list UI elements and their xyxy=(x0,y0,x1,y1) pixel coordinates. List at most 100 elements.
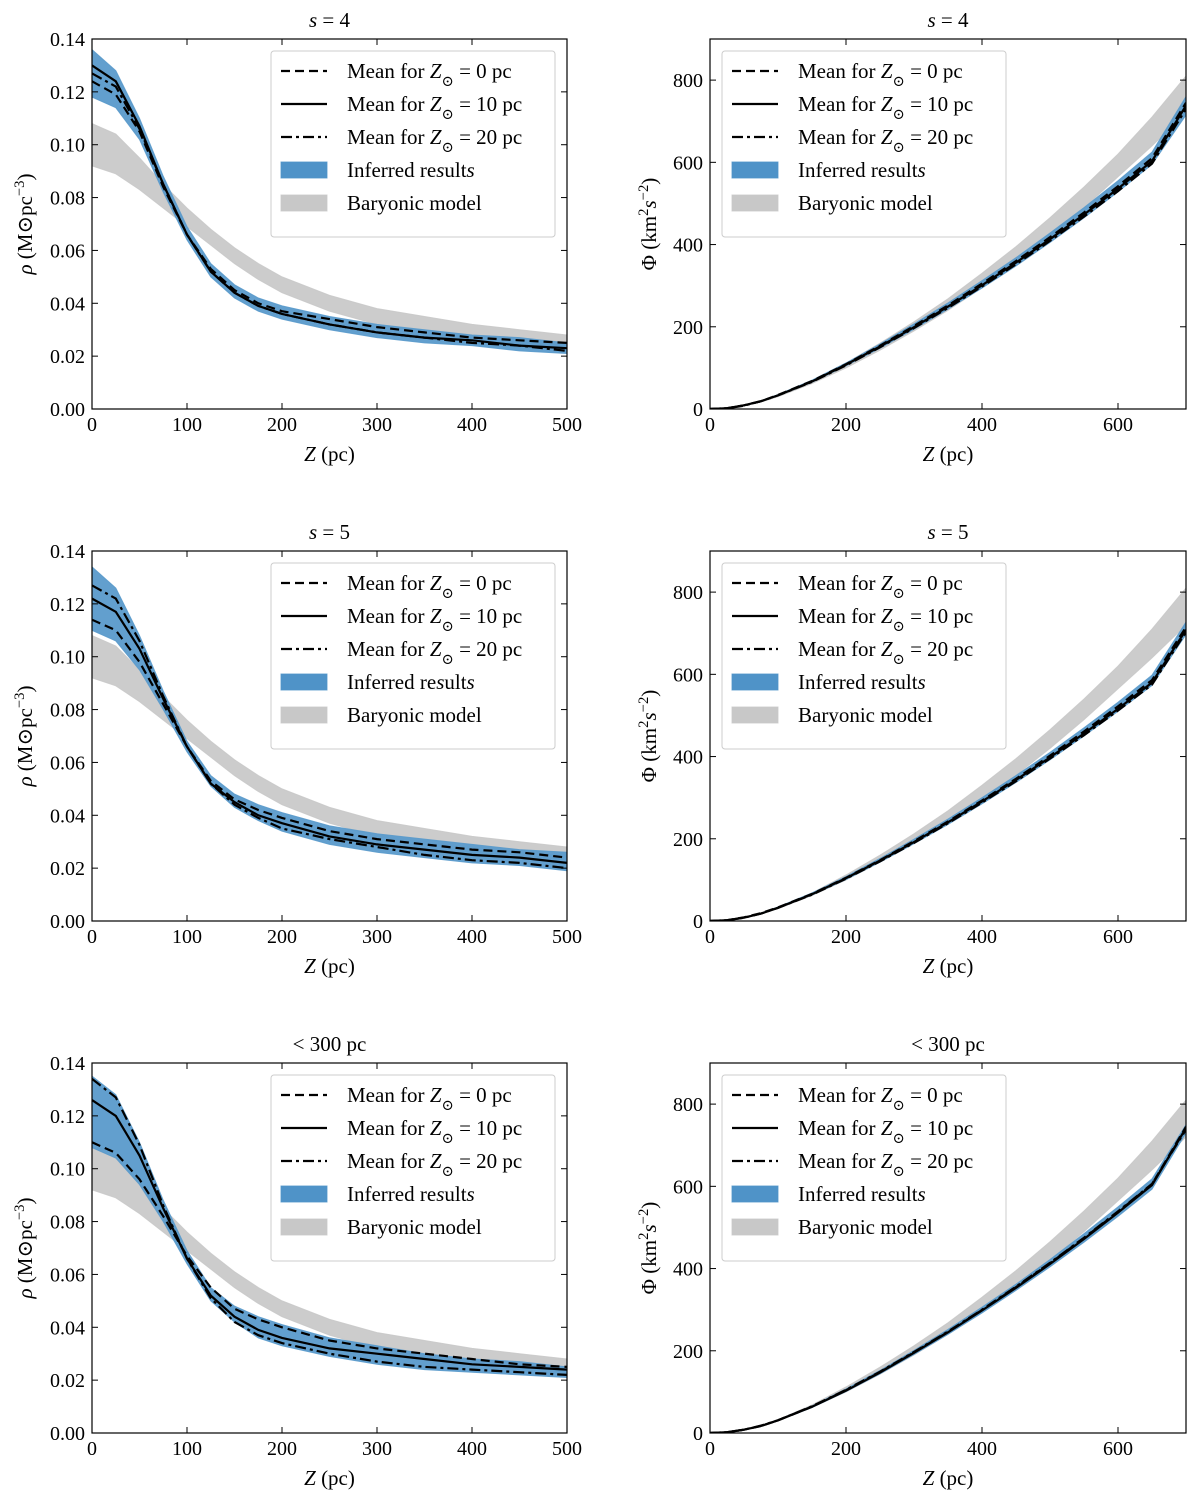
legend-label-z20: Mean for Z⊙ = 20 pc xyxy=(798,637,973,668)
x-tick-label: 600 xyxy=(1103,1438,1133,1460)
y-axis-label: Φ (km2s−2) xyxy=(636,178,661,271)
panel-0-1: 0 200 400 600 0 200 400 600 800 s = 4 Z (pc) Φ (km2… xyxy=(636,8,1187,466)
x-tick-label: 400 xyxy=(967,1438,997,1460)
x-tick-label: 300 xyxy=(362,1438,392,1460)
panel-title: s = 4 xyxy=(927,8,969,32)
x-tick-label: 300 xyxy=(362,414,392,436)
x-tick-label: 200 xyxy=(831,1438,861,1460)
legend-label-baryonic: Baryonic model xyxy=(798,703,933,727)
legend-label-baryonic: Baryonic model xyxy=(347,191,482,215)
y-axis-label: ρ (M⊙pc−3) xyxy=(12,173,37,275)
x-tick-label: 0 xyxy=(705,414,715,436)
y-tick-label: 0.10 xyxy=(50,135,85,157)
legend-label-z20: Mean for Z⊙ = 20 pc xyxy=(798,1149,973,1180)
x-tick-label: 400 xyxy=(967,926,997,948)
x-tick-label: 400 xyxy=(457,926,487,948)
y-tick-label: 0 xyxy=(693,1423,703,1445)
series-line-z0 xyxy=(92,618,567,859)
y-tick-label: 800 xyxy=(673,582,703,604)
legend-label-z20: Mean for Z⊙ = 20 pc xyxy=(798,125,973,156)
legend-label-inferred: Inferred results xyxy=(798,1182,926,1206)
legend-box xyxy=(721,50,1007,238)
legend-label-z0: Mean for Z⊙ = 0 pc xyxy=(347,571,512,602)
axes-frame xyxy=(709,1062,1187,1434)
panel-2-0: 0 100 200 300 400 500 0.00 0.02 0.04 0.06 0.08 0.10… xyxy=(12,1032,582,1490)
x-tick-label: 500 xyxy=(552,414,582,436)
series-line-z0 xyxy=(92,1141,567,1368)
legend-swatch-baryonic xyxy=(280,194,328,212)
x-tick-label: 400 xyxy=(457,1438,487,1460)
y-tick-label: 0.10 xyxy=(50,647,85,669)
legend-label-baryonic: Baryonic model xyxy=(347,1215,482,1239)
y-tick-label: 200 xyxy=(673,1341,703,1363)
y-tick-label: 400 xyxy=(673,747,703,769)
panel-title: < 300 pc xyxy=(293,1032,367,1056)
legend-swatch-inferred xyxy=(280,673,328,691)
y-tick-label: 0 xyxy=(693,399,703,421)
axes-frame xyxy=(91,38,568,410)
y-tick-label: 0.14 xyxy=(50,541,85,563)
panel-title: s = 5 xyxy=(927,520,968,544)
x-tick-label: 0 xyxy=(87,926,97,948)
plot-area xyxy=(92,1075,567,1379)
plot-area xyxy=(92,48,567,355)
x-tick-label: 300 xyxy=(362,926,392,948)
plot-area xyxy=(710,75,1186,409)
y-tick-label: 600 xyxy=(673,152,703,174)
x-tick-label: 400 xyxy=(457,414,487,436)
panel-title: < 300 pc xyxy=(911,1032,985,1056)
y-tick-label: 600 xyxy=(673,664,703,686)
inferred-band xyxy=(92,566,567,872)
legend-label-baryonic: Baryonic model xyxy=(798,191,933,215)
legend-label-z10: Mean for Z⊙ = 10 pc xyxy=(347,92,522,123)
legend-swatch-baryonic xyxy=(731,706,779,724)
legend-label-z20: Mean for Z⊙ = 20 pc xyxy=(347,125,522,156)
legend-swatch-inferred xyxy=(731,1185,779,1203)
series-line-z20 xyxy=(92,584,567,870)
y-axis-label: Φ (km2s−2) xyxy=(636,1202,661,1295)
legend-swatch-baryonic xyxy=(731,1218,779,1236)
y-tick-label: 0.10 xyxy=(50,1159,85,1181)
legend-label-baryonic: Baryonic model xyxy=(798,1215,933,1239)
y-tick-label: 0.02 xyxy=(50,858,85,880)
plot-area xyxy=(710,1099,1186,1433)
panel-0-0: 0 100 200 300 400 500 0.00 0.02 0.04 0.06 0.08 0.10… xyxy=(12,8,582,466)
y-tick-label: 600 xyxy=(673,1176,703,1198)
series-line-z10 xyxy=(92,1099,567,1371)
y-tick-label: 200 xyxy=(673,829,703,851)
panel-2-1: 0 200 400 600 0 200 400 600 800 < 300 pc Z (pc) Φ (… xyxy=(636,1032,1187,1490)
legend-label-z20: Mean for Z⊙ = 20 pc xyxy=(347,1149,522,1180)
x-tick-label: 600 xyxy=(1103,414,1133,436)
x-tick-label: 100 xyxy=(172,1438,202,1460)
y-axis-label: Φ (km2s−2) xyxy=(636,690,661,783)
y-tick-label: 0.02 xyxy=(50,1370,85,1392)
legend-label-z0: Mean for Z⊙ = 0 pc xyxy=(798,571,963,602)
legend-label-z10: Mean for Z⊙ = 10 pc xyxy=(798,92,973,123)
series-line-z20 xyxy=(710,1129,1186,1433)
legend-box xyxy=(270,50,556,238)
legend-label-z0: Mean for Z⊙ = 0 pc xyxy=(347,59,512,90)
legend-label-z10: Mean for Z⊙ = 10 pc xyxy=(798,1116,973,1147)
x-tick-label: 100 xyxy=(172,926,202,948)
plot-area xyxy=(92,566,567,872)
y-axis-label: ρ (M⊙pc−3) xyxy=(12,1197,37,1299)
legend-label-z10: Mean for Z⊙ = 10 pc xyxy=(347,604,522,635)
series-line-z20 xyxy=(710,631,1186,921)
y-tick-label: 0.06 xyxy=(50,240,85,262)
legend-box xyxy=(270,1074,556,1262)
series-line-z20 xyxy=(92,72,567,352)
x-tick-label: 0 xyxy=(87,414,97,436)
legend-swatch-inferred xyxy=(280,161,328,179)
y-tick-label: 0.08 xyxy=(50,700,85,722)
x-tick-label: 0 xyxy=(705,926,715,948)
y-tick-label: 800 xyxy=(673,1094,703,1116)
y-tick-label: 0 xyxy=(693,911,703,933)
legend-swatch-inferred xyxy=(731,673,779,691)
x-tick-label: 500 xyxy=(552,1438,582,1460)
x-tick-label: 100 xyxy=(172,414,202,436)
